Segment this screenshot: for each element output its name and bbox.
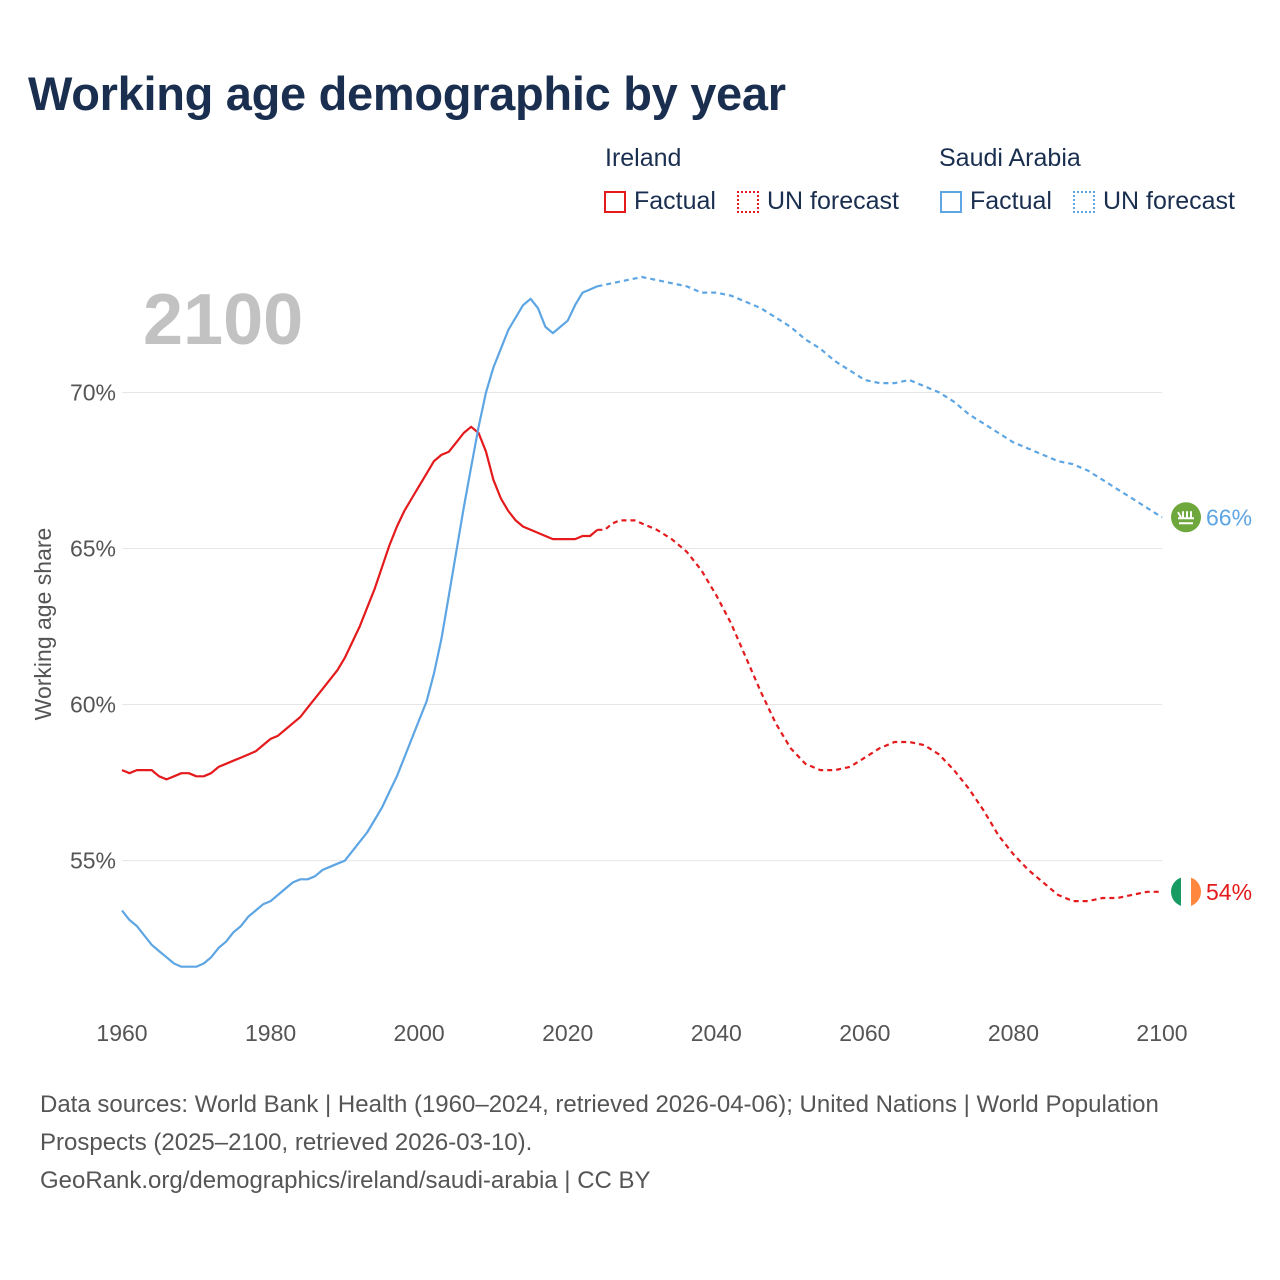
page-title: Working age demographic by year bbox=[28, 67, 786, 120]
legend-label: Factual bbox=[970, 187, 1052, 215]
series-line-ireland-factual[interactable] bbox=[121, 425, 599, 781]
legend-group-saudi-arabia: Saudi Arabia bbox=[939, 144, 1081, 172]
legend-label: UN forecast bbox=[1103, 187, 1235, 215]
x-tick-label: 2100 bbox=[1136, 1020, 1187, 1046]
y-tick-label: 55% bbox=[70, 848, 116, 874]
y-axis-title: Working age share bbox=[30, 528, 56, 721]
source-line: Data sources: World Bank | Health (1960–… bbox=[40, 1091, 1159, 1156]
current-year-label: 2100 bbox=[143, 280, 303, 360]
y-axis: 55% 60% 65% 70% bbox=[70, 379, 116, 873]
series bbox=[121, 275, 1163, 968]
legend-saudi-forecast[interactable]: UN forecast bbox=[1073, 187, 1235, 216]
ireland-flag-icon bbox=[1171, 876, 1201, 907]
end-markers: 54% 66% bbox=[1171, 502, 1252, 907]
end-value-label: 66% bbox=[1206, 504, 1252, 530]
source-note: Data sources: World Bank | Health (1960–… bbox=[40, 1086, 1220, 1200]
legend-label: UN forecast bbox=[767, 187, 899, 215]
legend-label: Factual bbox=[634, 187, 716, 215]
x-axis: 1960 1980 2000 2020 2040 2060 2080 2100 bbox=[96, 1020, 1187, 1046]
legend-saudi-factual[interactable]: Factual bbox=[940, 187, 1052, 216]
y-tick-label: 65% bbox=[70, 535, 116, 561]
y-tick-label: 60% bbox=[70, 692, 116, 718]
x-tick-label: 1960 bbox=[96, 1020, 147, 1046]
source-link[interactable]: GeoRank.org/demographics/ireland/saudi-a… bbox=[40, 1167, 651, 1194]
legend-swatch-dotted bbox=[737, 190, 759, 213]
legend-swatch-solid bbox=[940, 190, 962, 213]
series-line-saudi-arabia-factual[interactable] bbox=[121, 285, 598, 968]
x-tick-label: 1980 bbox=[245, 1020, 296, 1046]
legend-group-ireland: Ireland bbox=[605, 144, 682, 172]
x-tick-label: 2060 bbox=[839, 1020, 890, 1046]
grid bbox=[122, 391, 1162, 862]
legend-ireland-factual[interactable]: Factual bbox=[604, 187, 716, 216]
x-tick-label: 2080 bbox=[988, 1020, 1039, 1046]
x-tick-label: 2040 bbox=[691, 1020, 742, 1046]
x-tick-label: 2020 bbox=[542, 1020, 593, 1046]
legend-swatch-dotted bbox=[1073, 190, 1095, 213]
end-value-label: 54% bbox=[1206, 879, 1252, 905]
y-tick-label: 70% bbox=[70, 379, 116, 405]
series-line-saudi-arabia-forecast[interactable] bbox=[597, 275, 1163, 519]
legend-ireland-forecast[interactable]: UN forecast bbox=[737, 187, 899, 216]
x-tick-label: 2000 bbox=[394, 1020, 445, 1046]
legend-swatch-solid bbox=[604, 190, 626, 213]
saudi-arabia-flag-icon bbox=[1171, 502, 1201, 533]
series-line-ireland-forecast[interactable] bbox=[597, 519, 1162, 903]
